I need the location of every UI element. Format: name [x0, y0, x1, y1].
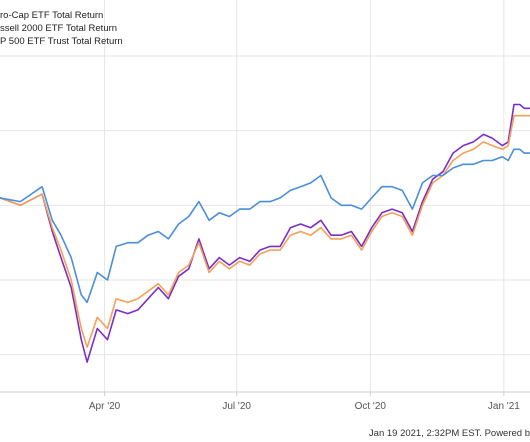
x-tick-label: Jan '21 — [488, 401, 520, 412]
x-axis-ticks: Apr '20 Jul '20 Oct '20 Jan '21 — [89, 392, 520, 412]
legend-entry-1: ssell 2000 ETF Total Return — [0, 23, 117, 34]
footer-timestamp: Jan 19 2021, 2:32PM EST. Powered b — [369, 428, 530, 439]
series-line-1 — [0, 114, 530, 348]
series-line-2 — [0, 148, 530, 304]
gridlines — [0, 0, 530, 392]
legend-entry-2: P 500 ETF Trust Total Return — [0, 36, 123, 47]
series-lines — [0, 103, 530, 363]
x-tick-label: Oct '20 — [355, 401, 387, 412]
legend: ro-Cap ETF Total Return ssell 2000 ETF To… — [0, 10, 123, 47]
x-tick-label: Apr '20 — [89, 401, 121, 412]
legend-entry-0: ro-Cap ETF Total Return — [0, 10, 103, 21]
x-tick-label: Jul '20 — [222, 401, 251, 412]
series-line-0 — [0, 103, 530, 363]
